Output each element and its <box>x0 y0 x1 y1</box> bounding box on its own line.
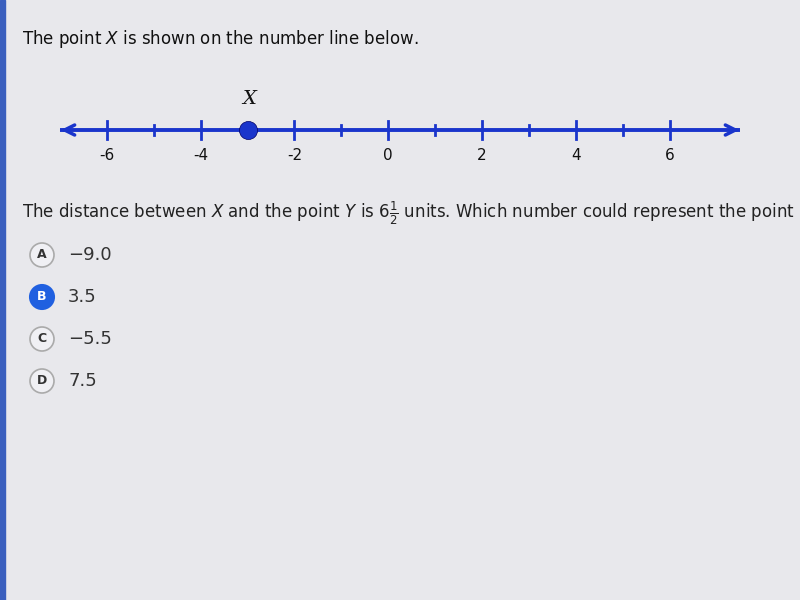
Text: B: B <box>38 290 46 304</box>
Text: 4: 4 <box>571 148 581 163</box>
Text: C: C <box>38 332 46 346</box>
Text: -2: -2 <box>287 148 302 163</box>
Text: X: X <box>242 90 257 108</box>
Circle shape <box>30 285 54 309</box>
Circle shape <box>30 243 54 267</box>
Text: −9.0: −9.0 <box>68 246 112 264</box>
Text: The point $X$ is shown on the number line below.: The point $X$ is shown on the number lin… <box>22 28 418 50</box>
Text: The distance between $X$ and the point $Y$ is $6\frac{1}{2}$ units. Which number: The distance between $X$ and the point $… <box>22 200 800 227</box>
Text: 3.5: 3.5 <box>68 288 97 306</box>
Text: -6: -6 <box>99 148 114 163</box>
Text: 6: 6 <box>665 148 674 163</box>
Circle shape <box>30 327 54 351</box>
Text: A: A <box>37 248 47 262</box>
Circle shape <box>30 369 54 393</box>
Text: −5.5: −5.5 <box>68 330 112 348</box>
Text: 0: 0 <box>383 148 393 163</box>
Text: D: D <box>37 374 47 388</box>
Text: 2: 2 <box>478 148 487 163</box>
Text: 7.5: 7.5 <box>68 372 97 390</box>
Bar <box>0 0 5 600</box>
Text: -4: -4 <box>193 148 208 163</box>
